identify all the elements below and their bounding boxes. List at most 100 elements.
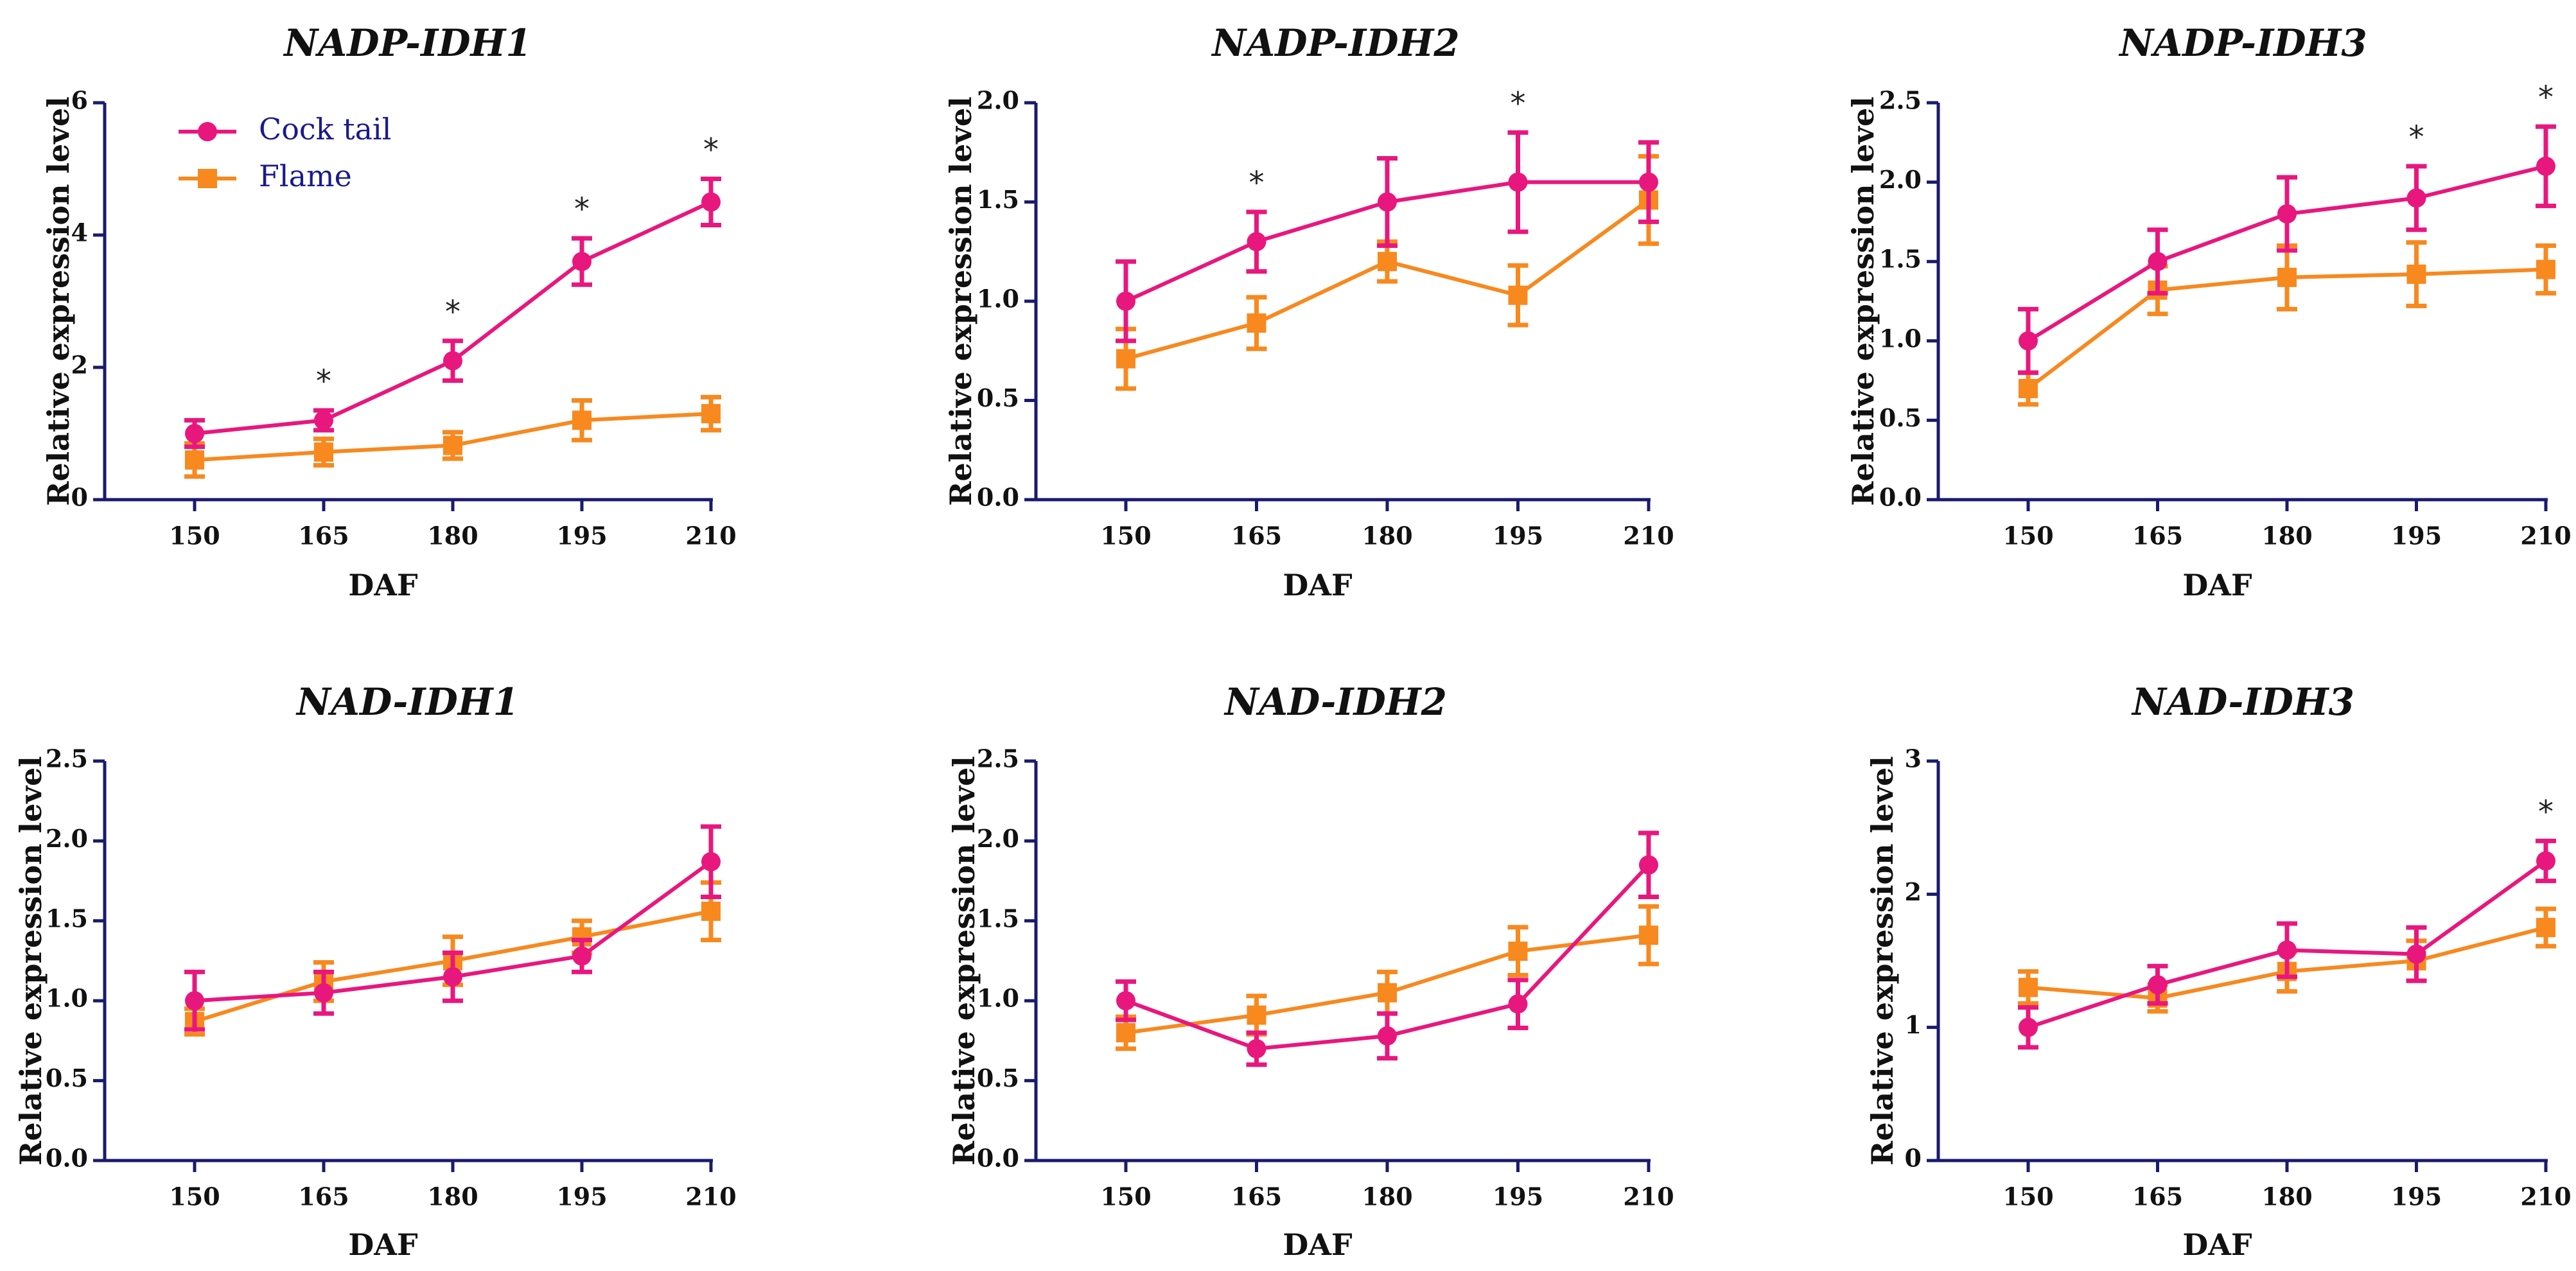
x-tick-label: 165 xyxy=(1231,522,1282,550)
y-axis-label: Relative expression level xyxy=(947,756,981,1166)
x-axis-label: DAF xyxy=(2182,568,2252,602)
data-point xyxy=(314,983,333,1003)
series-flame xyxy=(2018,240,2556,407)
data-point xyxy=(1247,232,1266,252)
y-tick-label: 2.0 xyxy=(1879,165,1922,194)
data-point xyxy=(2536,918,2555,938)
data-point xyxy=(314,410,333,430)
x-axis-label: DAF xyxy=(1283,1227,1353,1262)
data-point xyxy=(1247,1005,1266,1025)
y-tick-label: 0.5 xyxy=(1879,403,1922,432)
y-tick-label: 0.0 xyxy=(1879,483,1922,512)
x-tick-label: 210 xyxy=(1623,1182,1674,1211)
data-point xyxy=(1378,252,1397,272)
x-tick-label: 195 xyxy=(556,522,607,550)
x-tick-label: 210 xyxy=(685,522,736,550)
data-point xyxy=(443,435,462,455)
x-tick-label: 150 xyxy=(2002,1182,2053,1211)
data-point xyxy=(185,450,204,470)
y-tick-label: 0.5 xyxy=(46,1064,88,1092)
series-flame xyxy=(184,394,721,479)
data-point xyxy=(2019,1017,2038,1037)
data-point xyxy=(701,404,721,424)
data-point xyxy=(2277,204,2297,224)
y-tick-label: 1.5 xyxy=(977,185,1019,214)
legend-marker-cock-tail xyxy=(198,122,217,141)
data-point xyxy=(2277,267,2297,287)
y-tick-label: 0.0 xyxy=(46,1144,88,1173)
y-tick-label: 1 xyxy=(1905,1010,1922,1039)
data-point xyxy=(185,991,204,1011)
y-tick-label: 2 xyxy=(71,351,88,380)
data-point xyxy=(2536,851,2555,871)
data-point xyxy=(701,901,721,921)
data-point xyxy=(2019,977,2038,997)
legend-label-flame: Flame xyxy=(259,159,352,193)
y-tick-label: 1.5 xyxy=(1879,245,1922,274)
series-cock-tail xyxy=(1116,130,1659,344)
data-point xyxy=(1247,313,1266,333)
y-axis-label: Relative expression level xyxy=(943,96,978,506)
series-cock-tail xyxy=(184,176,721,450)
significance-marker: * xyxy=(316,364,331,399)
data-point xyxy=(1508,172,1528,192)
data-point xyxy=(2019,331,2038,351)
data-point xyxy=(2148,975,2168,995)
y-tick-label: 1.0 xyxy=(977,285,1019,313)
y-axis-label: Relative expression level xyxy=(1846,96,1880,506)
data-point xyxy=(443,967,462,986)
x-tick-label: 180 xyxy=(2261,1182,2312,1211)
data-point xyxy=(572,410,591,430)
data-point xyxy=(185,424,204,443)
y-axis-label: Relative expression level xyxy=(1865,756,1900,1166)
x-tick-label: 195 xyxy=(1493,1182,1543,1211)
y-tick-label: 6 xyxy=(71,86,88,115)
x-tick-label: 165 xyxy=(1231,1182,1282,1211)
x-tick-label: 165 xyxy=(2132,522,2183,550)
data-point xyxy=(2277,940,2297,960)
x-tick-label: 195 xyxy=(2391,522,2442,550)
data-point xyxy=(2406,944,2426,964)
y-tick-label: 2.0 xyxy=(46,824,88,853)
y-tick-label: 2.5 xyxy=(46,744,88,773)
y-tick-label: 1.0 xyxy=(1879,324,1922,353)
x-tick-label: 165 xyxy=(298,1182,349,1211)
x-axis-label: DAF xyxy=(348,1227,418,1262)
x-tick-label: 210 xyxy=(2520,1182,2571,1211)
chart-title: NADP-IDH2 xyxy=(1211,21,1459,65)
significance-marker: * xyxy=(2538,80,2554,116)
data-point xyxy=(572,946,591,966)
y-tick-label: 0 xyxy=(71,483,88,512)
series-cock-tail xyxy=(2018,838,2556,1050)
x-tick-label: 210 xyxy=(1623,522,1674,550)
chart-title: NADP-IDH3 xyxy=(2118,21,2367,65)
data-point xyxy=(1639,855,1658,875)
y-tick-label: 0.0 xyxy=(977,1144,1019,1173)
x-tick-label: 195 xyxy=(556,1182,607,1211)
chart-panel-5: NAD-IDH2 0.0 0.5 1.0 1.5 2.0 2.5 150 165 180 195 21… xyxy=(947,680,1674,1262)
significance-marker: * xyxy=(703,132,719,168)
data-point xyxy=(701,192,721,212)
data-point xyxy=(1508,285,1528,305)
y-tick-label: 2.5 xyxy=(1879,86,1922,115)
y-tick-label: 3 xyxy=(1905,744,1922,773)
x-tick-label: 150 xyxy=(2002,522,2053,550)
x-tick-label: 210 xyxy=(685,1182,736,1211)
data-point xyxy=(314,442,333,462)
x-tick-label: 150 xyxy=(169,1182,220,1211)
chart-legend: Cock tail Flame xyxy=(179,112,391,193)
x-tick-label: 180 xyxy=(1362,1182,1412,1211)
x-tick-label: 150 xyxy=(1100,1182,1151,1211)
data-point xyxy=(2406,188,2426,208)
x-tick-label: 150 xyxy=(169,522,220,550)
chart-title: NAD-IDH3 xyxy=(2131,680,2354,724)
data-point xyxy=(1247,1039,1266,1058)
data-point xyxy=(701,852,721,872)
data-point xyxy=(2536,259,2555,279)
y-tick-label: 1.0 xyxy=(46,984,88,1013)
chart-title: NADP-IDH1 xyxy=(283,21,531,65)
y-tick-label: 1.5 xyxy=(977,904,1019,933)
series-cock-tail xyxy=(2018,124,2556,375)
x-tick-label: 180 xyxy=(1362,522,1412,550)
significance-marker: * xyxy=(445,294,460,330)
